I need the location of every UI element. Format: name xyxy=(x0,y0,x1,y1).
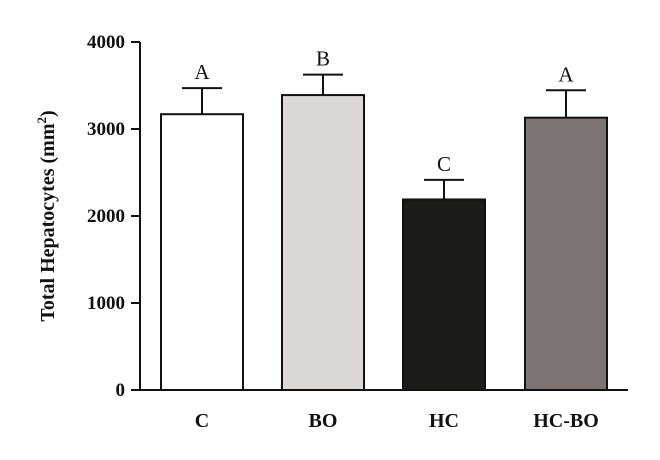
category-label: HC xyxy=(429,410,459,432)
y-tick-label: 2000 xyxy=(87,206,125,227)
y-tick-label: 4000 xyxy=(87,32,125,53)
significance-label: A xyxy=(194,60,210,84)
y-ticks: 0 1000 2000 3000 4000 xyxy=(87,32,140,401)
bars xyxy=(160,94,608,392)
bar xyxy=(402,198,486,391)
category-label: HC-BO xyxy=(533,410,599,432)
bar xyxy=(281,94,365,391)
significance-labels: A B C A xyxy=(194,47,574,176)
category-label: C xyxy=(195,410,209,432)
y-tick-label: 0 xyxy=(116,380,126,401)
bar xyxy=(524,116,608,391)
bar xyxy=(160,113,244,392)
error-bars xyxy=(182,73,586,200)
y-tick-label: 1000 xyxy=(87,293,125,314)
category-label: BO xyxy=(309,410,338,432)
significance-label: C xyxy=(437,152,451,176)
significance-label: B xyxy=(316,47,330,71)
category-labels: C BO HC HC-BO xyxy=(195,410,599,432)
y-tick-label: 3000 xyxy=(87,119,125,140)
y-axis-title: Total Hepatocytes (mm2) xyxy=(34,110,59,321)
significance-label: A xyxy=(558,62,574,86)
